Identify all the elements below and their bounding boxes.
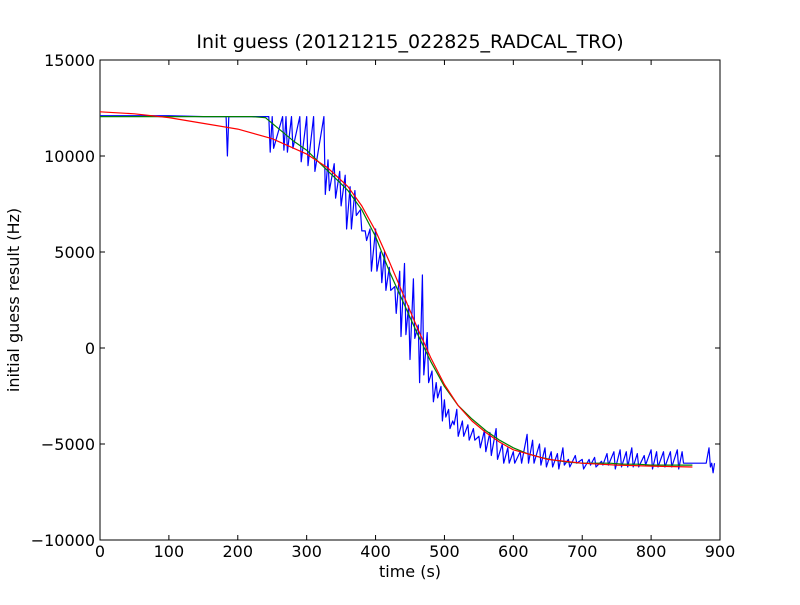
series-layer	[99, 111, 716, 474]
x-tick-label: 900	[705, 542, 736, 561]
x-axis-label: time (s)	[379, 562, 441, 581]
series-line-blue	[100, 115, 716, 474]
x-tick-label: 100	[154, 542, 185, 561]
x-tick-label: 800	[636, 542, 667, 561]
series-line-green	[100, 115, 693, 466]
series-line-red	[99, 111, 693, 468]
x-tick-label: 0	[95, 542, 105, 561]
x-tick-label: 600	[498, 542, 529, 561]
x-tick-label: 300	[291, 542, 322, 561]
y-axis-label: initial guess result (Hz)	[4, 208, 23, 392]
y-tick-label: −10000	[31, 531, 95, 550]
y-tick-label: 10000	[44, 147, 95, 166]
axis-ticks: 0 100 200 300 400 500 600 700 800 900 −10000 −5000 0…	[31, 51, 736, 561]
y-tick-label: 0	[85, 339, 95, 358]
x-tick-label: 700	[567, 542, 598, 561]
plot-area	[99, 59, 721, 541]
y-tick-label: 5000	[54, 243, 95, 262]
x-tick-label: 400	[360, 542, 391, 561]
x-tick-label: 500	[429, 542, 460, 561]
x-tick-label: 200	[223, 542, 254, 561]
y-tick-label: −5000	[41, 435, 95, 454]
y-tick-label: 15000	[44, 51, 95, 70]
chart-title: Init guess (20121215_022825_RADCAL_TRO)	[196, 31, 623, 53]
